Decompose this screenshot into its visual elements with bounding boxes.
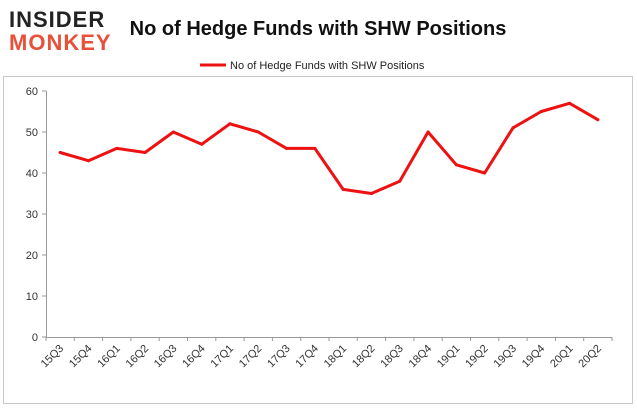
data-point (596, 118, 600, 122)
data-point (115, 146, 119, 150)
x-tick-label: 16Q2 (124, 343, 152, 371)
legend-label: No of Hedge Funds with SHW Positions (230, 60, 425, 72)
insider-monkey-logo: INSIDER MONKEY (9, 7, 112, 55)
x-tick-label: 17Q2 (237, 343, 265, 371)
x-tick-label: 17Q3 (265, 343, 293, 371)
data-point (171, 130, 175, 134)
data-point (58, 151, 62, 154)
data-point (143, 151, 147, 154)
x-tick-label: 16Q1 (95, 343, 123, 371)
data-point (341, 187, 345, 191)
chart-title: No of Hedge Funds with SHW Positions (130, 18, 507, 40)
x-axis-ticks: 15Q3 15Q4 16Q1 16Q2 16Q3 16Q4 17Q1 17Q2 17Q3 17Q4… (39, 337, 613, 371)
x-tick-label: 20Q1 (548, 343, 576, 371)
x-tick-label: 15Q4 (67, 343, 95, 371)
x-tick-label: 19Q3 (492, 343, 520, 371)
x-tick-label: 18Q4 (407, 343, 435, 371)
x-tick-label: 20Q2 (576, 343, 604, 371)
x-tick-label: 17Q1 (209, 343, 237, 371)
series-line (58, 101, 600, 195)
x-tick-label: 19Q1 (435, 343, 463, 371)
y-tick-label: 30 (26, 209, 38, 221)
data-point (454, 163, 458, 167)
data-point (256, 130, 260, 134)
y-tick-label: 50 (26, 127, 38, 139)
series-layer (58, 101, 600, 195)
data-point (511, 126, 515, 130)
y-tick-label: 10 (26, 291, 38, 303)
data-point (200, 142, 204, 146)
data-point (568, 101, 572, 105)
data-point (426, 130, 430, 134)
data-point (86, 159, 90, 163)
data-point (228, 122, 232, 126)
x-tick-label: 15Q3 (39, 343, 67, 371)
y-tick-label: 40 (26, 168, 38, 180)
y-tick-label: 0 (32, 332, 38, 344)
y-tick-label: 20 (26, 250, 38, 262)
data-point (313, 146, 317, 150)
data-point (539, 110, 543, 113)
data-point (483, 171, 487, 175)
x-tick-label: 16Q3 (152, 343, 180, 371)
x-tick-label: 18Q1 (322, 343, 350, 371)
x-tick-label: 16Q4 (180, 343, 208, 371)
x-tick-label: 19Q2 (463, 343, 491, 371)
logo-line-monkey: MONKEY (9, 30, 112, 55)
chart-legend: No of Hedge Funds with SHW Positions (200, 60, 425, 72)
data-point (398, 179, 402, 183)
chart-frame (3, 76, 633, 404)
logo-line-insider: INSIDER (9, 7, 105, 32)
data-point (285, 146, 289, 150)
data-point (369, 192, 373, 195)
x-tick-label: 17Q4 (293, 343, 321, 371)
x-tick-label: 19Q4 (520, 343, 548, 371)
x-tick-label: 18Q2 (350, 343, 378, 371)
y-axis-ticks: 0 10 20 30 40 50 60 (26, 86, 46, 344)
x-tick-label: 18Q3 (378, 343, 406, 371)
y-tick-label: 60 (26, 86, 38, 98)
